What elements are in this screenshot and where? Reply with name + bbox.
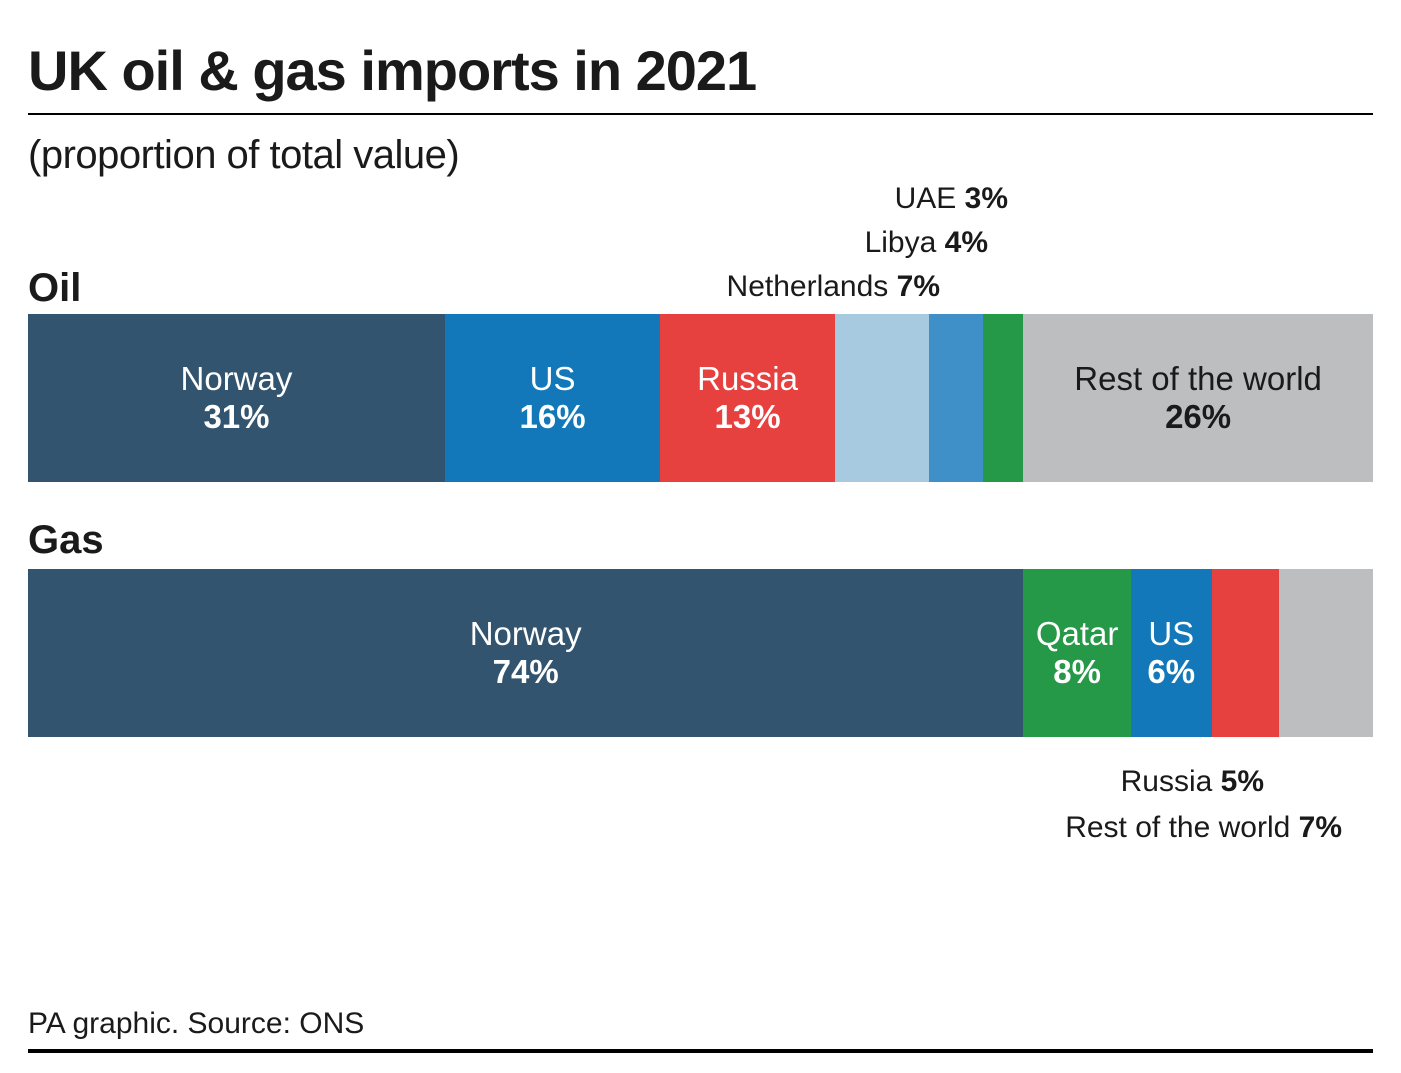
segment-pct: 16% bbox=[520, 398, 586, 436]
page-title: UK oil & gas imports in 2021 bbox=[28, 38, 1373, 115]
bar-segment: Qatar8% bbox=[1023, 569, 1131, 737]
segment-name: Norway bbox=[470, 615, 582, 653]
gas-callouts: Russia 5% Rest of the world 7% bbox=[28, 737, 1373, 857]
segment-pct: 74% bbox=[493, 653, 559, 691]
gas-bar: Norway74%Qatar8%US6% bbox=[28, 569, 1373, 737]
oil-callouts: UAE 3% Libya 4% Netherlands 7% bbox=[28, 184, 1373, 314]
segment-pct: 8% bbox=[1053, 653, 1101, 691]
oil-label: Oil bbox=[28, 266, 81, 311]
page-subtitle: (proportion of total value) bbox=[28, 133, 1373, 178]
footer-source: PA graphic. Source: ONS bbox=[28, 1007, 1373, 1053]
callout: Netherlands 7% bbox=[28, 272, 940, 302]
bar-segment bbox=[1212, 569, 1279, 737]
callout-line bbox=[28, 372, 1373, 400]
gas-chart: Gas Norway74%Qatar8%US6% bbox=[28, 518, 1373, 737]
segment-name: US bbox=[1148, 615, 1194, 653]
bar-segment: Norway74% bbox=[28, 569, 1023, 737]
callout-line bbox=[28, 300, 1373, 372]
segment-pct: 13% bbox=[715, 398, 781, 436]
gas-label: Gas bbox=[28, 518, 1373, 563]
segment-pct: 26% bbox=[1165, 398, 1231, 436]
bar-segment: US6% bbox=[1131, 569, 1212, 737]
bar-segment bbox=[1279, 569, 1373, 737]
segment-name: Qatar bbox=[1036, 615, 1119, 653]
segment-pct: 6% bbox=[1147, 653, 1195, 691]
callout: Rest of the world 7% bbox=[28, 813, 1342, 843]
callout: Libya 4% bbox=[28, 228, 988, 258]
callout: UAE 3% bbox=[28, 184, 1008, 214]
segment-pct: 31% bbox=[203, 398, 269, 436]
callout: Russia 5% bbox=[28, 767, 1264, 797]
